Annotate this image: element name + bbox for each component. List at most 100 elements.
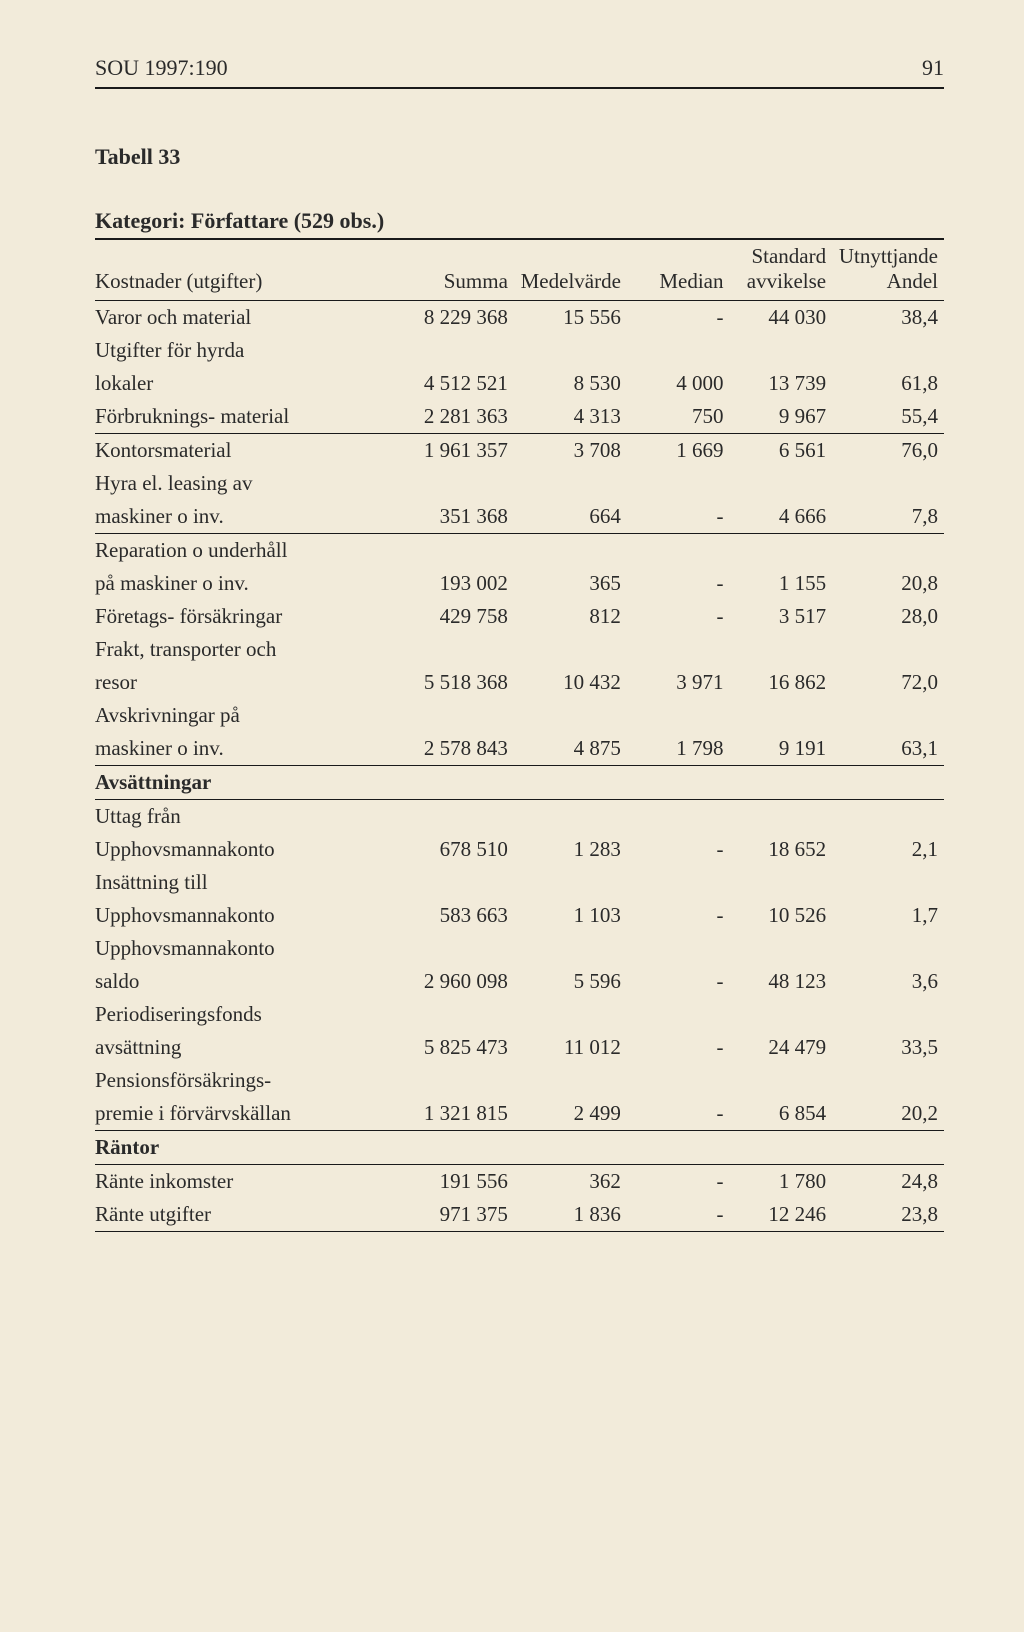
cell: 2 499 xyxy=(514,1097,627,1131)
page-header: SOU 1997:190 91 xyxy=(95,55,944,89)
cell-label: saldo xyxy=(95,965,403,998)
cell: 1 283 xyxy=(514,833,627,866)
col-medelvarde: Medelvärde xyxy=(514,240,627,301)
cell-label: Ränte utgifter xyxy=(95,1198,403,1232)
cell: 44 030 xyxy=(730,301,833,335)
cell: - xyxy=(627,1165,730,1199)
data-table: Kostnader (utgifter) Summa Medelvärde Me… xyxy=(95,240,944,1232)
section-header-row: Avsättningar xyxy=(95,766,944,800)
cell: 5 518 368 xyxy=(403,666,514,699)
cell: 1,7 xyxy=(832,899,944,932)
table-row: Ränte inkomster191 556362-1 78024,8 xyxy=(95,1165,944,1199)
table-row: Utgifter för hyrda xyxy=(95,334,944,367)
cell: 1 669 xyxy=(627,434,730,468)
col-utnyttjande: UtnyttjandeAndel xyxy=(832,240,944,301)
table-row: lokaler4 512 5218 5304 00013 73961,8 xyxy=(95,367,944,400)
cell: 664 xyxy=(514,500,627,534)
table-header-row: Kostnader (utgifter) Summa Medelvärde Me… xyxy=(95,240,944,301)
cell-label: Förbruknings- material xyxy=(95,400,403,434)
cell: - xyxy=(627,1031,730,1064)
cell: 8 229 368 xyxy=(403,301,514,335)
table-row: resor5 518 36810 4323 97116 86272,0 xyxy=(95,666,944,699)
cell: - xyxy=(627,500,730,534)
cell: 4 512 521 xyxy=(403,367,514,400)
cell-label: Upphovsmannakonto xyxy=(95,932,403,965)
cell: 429 758 xyxy=(403,600,514,633)
col-utnytt-l2: Andel xyxy=(887,269,938,293)
table-row: Periodiseringsfonds xyxy=(95,998,944,1031)
cell: 76,0 xyxy=(832,434,944,468)
cell: 16 862 xyxy=(730,666,833,699)
cell: 1 836 xyxy=(514,1198,627,1232)
cell-label: Hyra el. leasing av xyxy=(95,467,403,500)
cell: 1 321 815 xyxy=(403,1097,514,1131)
cell: 351 368 xyxy=(403,500,514,534)
cell-label: Ränte inkomster xyxy=(95,1165,403,1199)
cell: 2,1 xyxy=(832,833,944,866)
cell-label: avsättning xyxy=(95,1031,403,1064)
cell: 971 375 xyxy=(403,1198,514,1232)
table-row: saldo2 960 0985 596-48 1233,6 xyxy=(95,965,944,998)
cell-label: Utgifter för hyrda xyxy=(95,334,403,367)
cell-label: maskiner o inv. xyxy=(95,732,403,766)
cell: 678 510 xyxy=(403,833,514,866)
table-row: Företags- försäkringar429 758812-3 51728… xyxy=(95,600,944,633)
cell: - xyxy=(627,1198,730,1232)
cell: 24,8 xyxy=(832,1165,944,1199)
table-row: Uttag från xyxy=(95,800,944,834)
cell: - xyxy=(627,833,730,866)
col-standard-l1: Standard xyxy=(751,244,826,268)
table-title: Tabell 33 xyxy=(95,144,944,170)
cell-label: Reparation o underhåll xyxy=(95,534,403,568)
cell: 18 652 xyxy=(730,833,833,866)
cell: 20,8 xyxy=(832,567,944,600)
cell: 3 971 xyxy=(627,666,730,699)
cell-label: Upphovsmannakonto xyxy=(95,833,403,866)
cell: 13 739 xyxy=(730,367,833,400)
cell: 63,1 xyxy=(832,732,944,766)
cell-label: Pensionsförsäkrings- xyxy=(95,1064,403,1097)
cell: 4 000 xyxy=(627,367,730,400)
table-row: Förbruknings- material2 281 3634 3137509… xyxy=(95,400,944,434)
cell-label: Frakt, transporter och xyxy=(95,633,403,666)
cell: 1 103 xyxy=(514,899,627,932)
cell: 7,8 xyxy=(832,500,944,534)
cell: 20,2 xyxy=(832,1097,944,1131)
cell: 1 155 xyxy=(730,567,833,600)
cell: - xyxy=(627,567,730,600)
cell: 3 708 xyxy=(514,434,627,468)
cell: 55,4 xyxy=(832,400,944,434)
cell: 5 596 xyxy=(514,965,627,998)
cell: 1 961 357 xyxy=(403,434,514,468)
table-row: Frakt, transporter och xyxy=(95,633,944,666)
cell: 33,5 xyxy=(832,1031,944,1064)
cell-label: Uttag från xyxy=(95,800,403,834)
cell: 15 556 xyxy=(514,301,627,335)
cell: 61,8 xyxy=(832,367,944,400)
col-summa: Summa xyxy=(403,240,514,301)
cell: 72,0 xyxy=(832,666,944,699)
cell: 4 313 xyxy=(514,400,627,434)
cell: 3 517 xyxy=(730,600,833,633)
cell-label: premie i förvärvskällan xyxy=(95,1097,403,1131)
cell: 28,0 xyxy=(832,600,944,633)
cell: 362 xyxy=(514,1165,627,1199)
col-standard: Standardavvikelse xyxy=(730,240,833,301)
table-row: maskiner o inv.351 368664-4 6667,8 xyxy=(95,500,944,534)
table-row: Upphovsmannakonto xyxy=(95,932,944,965)
col-kostnader-label: Kostnader (utgifter) xyxy=(95,269,262,293)
cell: 4 875 xyxy=(514,732,627,766)
header-left: SOU 1997:190 xyxy=(95,55,228,81)
cell-label: Avskrivningar på xyxy=(95,699,403,732)
cell: 4 666 xyxy=(730,500,833,534)
cell-label: Insättning till xyxy=(95,866,403,899)
cell: 11 012 xyxy=(514,1031,627,1064)
col-standard-l2: avvikelse xyxy=(747,269,826,293)
cell: 6 561 xyxy=(730,434,833,468)
cell: 8 530 xyxy=(514,367,627,400)
table-row: Upphovsmannakonto678 5101 283-18 6522,1 xyxy=(95,833,944,866)
cell: 1 798 xyxy=(627,732,730,766)
table-row: Pensionsförsäkrings- xyxy=(95,1064,944,1097)
table-row: maskiner o inv.2 578 8434 8751 7989 1916… xyxy=(95,732,944,766)
col-median: Median xyxy=(627,240,730,301)
